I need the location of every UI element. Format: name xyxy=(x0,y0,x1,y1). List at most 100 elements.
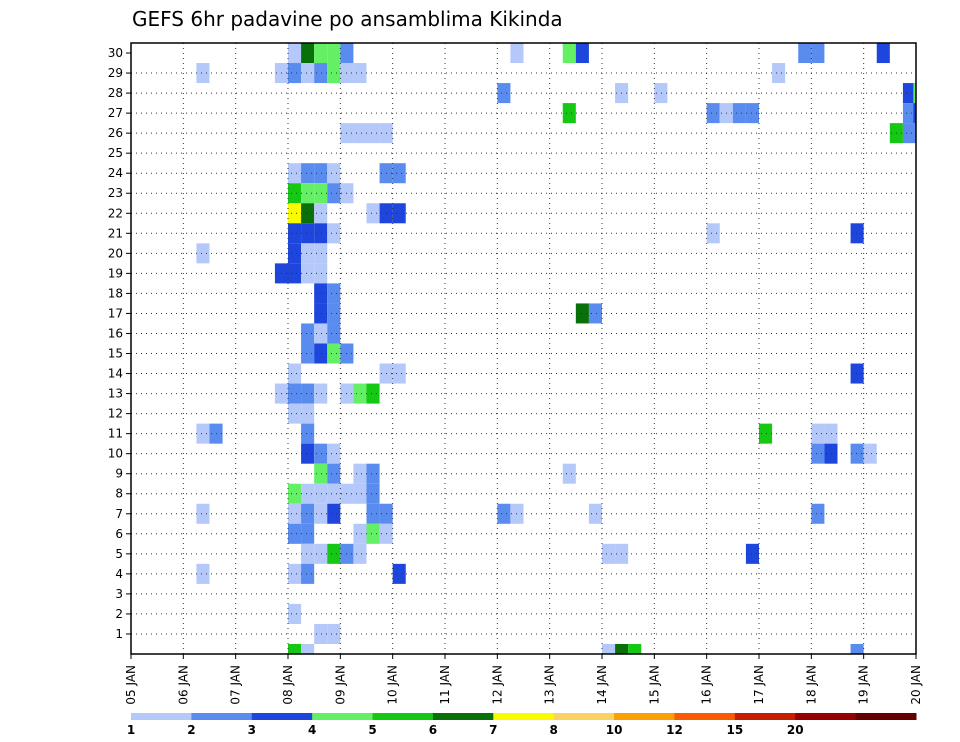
y-tick-label: 3 xyxy=(115,587,123,601)
precip-cell xyxy=(732,103,746,124)
precip-cell xyxy=(327,223,341,244)
precip-cell xyxy=(602,543,616,564)
precip-cell xyxy=(327,43,341,64)
precip-cell xyxy=(196,423,210,444)
y-tick-label: 17 xyxy=(108,306,123,320)
precip-cell xyxy=(301,523,315,544)
precip-cell xyxy=(301,163,315,184)
precip-cell xyxy=(288,163,302,184)
precip-cell xyxy=(196,503,210,524)
colorbar-swatch xyxy=(734,713,796,720)
colorbar-label: 15 xyxy=(726,723,743,737)
precip-cell xyxy=(288,643,302,654)
precip-cell xyxy=(327,283,341,304)
precip-cell xyxy=(301,543,315,564)
x-tick-label: 12 JAN xyxy=(490,665,504,705)
precip-cell xyxy=(353,483,367,504)
precip-cell xyxy=(301,183,315,204)
y-tick-label: 9 xyxy=(115,467,123,481)
precip-cell xyxy=(301,443,315,464)
precip-cell xyxy=(772,63,786,84)
x-tick-label: 11 JAN xyxy=(438,665,452,705)
y-tick-label: 1 xyxy=(115,627,123,641)
y-tick-label: 10 xyxy=(108,447,123,461)
colorbar-swatch xyxy=(131,713,192,720)
precip-cell xyxy=(628,643,642,654)
precip-cell xyxy=(811,423,825,444)
y-tick-label: 7 xyxy=(115,507,123,521)
precip-cell xyxy=(301,243,315,264)
precip-cell xyxy=(288,403,302,424)
precip-cell xyxy=(392,203,406,224)
precip-cell xyxy=(288,563,302,584)
precip-cell xyxy=(314,463,328,484)
y-tick-label: 11 xyxy=(108,427,123,441)
colorbar-swatch xyxy=(493,713,555,720)
precip-cell xyxy=(902,83,916,104)
x-tick-label: 09 JAN xyxy=(333,665,347,705)
precip-cell xyxy=(327,323,341,344)
x-tick-label: 10 JAN xyxy=(386,665,400,705)
precip-cell xyxy=(288,383,302,404)
precip-cell xyxy=(913,103,916,124)
colorbar-label: 8 xyxy=(550,723,558,737)
precip-cell xyxy=(314,383,328,404)
precip-cell xyxy=(301,483,315,504)
x-tick-label: 18 JAN xyxy=(804,665,818,705)
precip-cell xyxy=(913,83,916,104)
y-axis: 1234567891011121314151617181920212223242… xyxy=(108,46,131,641)
precip-cell xyxy=(327,163,341,184)
grid-lines xyxy=(131,43,916,654)
precip-cell xyxy=(353,383,367,404)
y-tick-label: 23 xyxy=(108,186,123,200)
precip-cell xyxy=(902,123,916,144)
precip-cell xyxy=(301,563,315,584)
precip-cell xyxy=(366,523,380,544)
x-tick-label: 13 JAN xyxy=(543,665,557,705)
y-tick-label: 29 xyxy=(108,66,123,80)
precip-cell xyxy=(301,223,315,244)
precip-cell xyxy=(314,163,328,184)
precip-cell xyxy=(314,203,328,224)
colorbar-label: 3 xyxy=(248,723,256,737)
y-tick-label: 16 xyxy=(108,326,123,340)
precip-cell xyxy=(301,43,315,64)
precip-cell xyxy=(314,43,328,64)
precip-cell xyxy=(301,503,315,524)
colorbar-label: 5 xyxy=(368,723,376,737)
precip-cell xyxy=(314,323,328,344)
x-tick-label: 07 JAN xyxy=(229,665,243,705)
precip-cell xyxy=(288,363,302,384)
precip-cell xyxy=(562,463,576,484)
precip-cell xyxy=(288,603,302,624)
precip-cell xyxy=(811,503,825,524)
y-tick-label: 24 xyxy=(108,166,123,180)
precip-cell xyxy=(340,43,354,64)
precip-cell xyxy=(327,463,341,484)
precip-cell xyxy=(314,443,328,464)
y-tick-label: 28 xyxy=(108,86,123,100)
precip-cell xyxy=(654,83,668,104)
colorbar-label: 6 xyxy=(429,723,437,737)
y-tick-label: 12 xyxy=(108,407,123,421)
precip-cell xyxy=(798,43,812,64)
precip-cell xyxy=(314,183,328,204)
precip-cell xyxy=(301,63,315,84)
y-tick-label: 25 xyxy=(108,146,123,160)
precip-cell xyxy=(288,523,302,544)
precip-cell xyxy=(562,43,576,64)
precip-cell xyxy=(850,643,864,654)
precip-cell xyxy=(288,183,302,204)
colorbar-swatch xyxy=(614,713,675,720)
precip-cell xyxy=(314,243,328,264)
precip-cell xyxy=(876,43,890,64)
precip-cell xyxy=(196,63,210,84)
y-tick-label: 8 xyxy=(115,487,123,501)
precip-cell xyxy=(588,303,602,324)
precip-cell xyxy=(353,123,367,144)
precip-cell xyxy=(314,303,328,324)
y-tick-label: 30 xyxy=(108,46,123,60)
precip-cell xyxy=(327,503,341,524)
precip-cell xyxy=(510,43,524,64)
